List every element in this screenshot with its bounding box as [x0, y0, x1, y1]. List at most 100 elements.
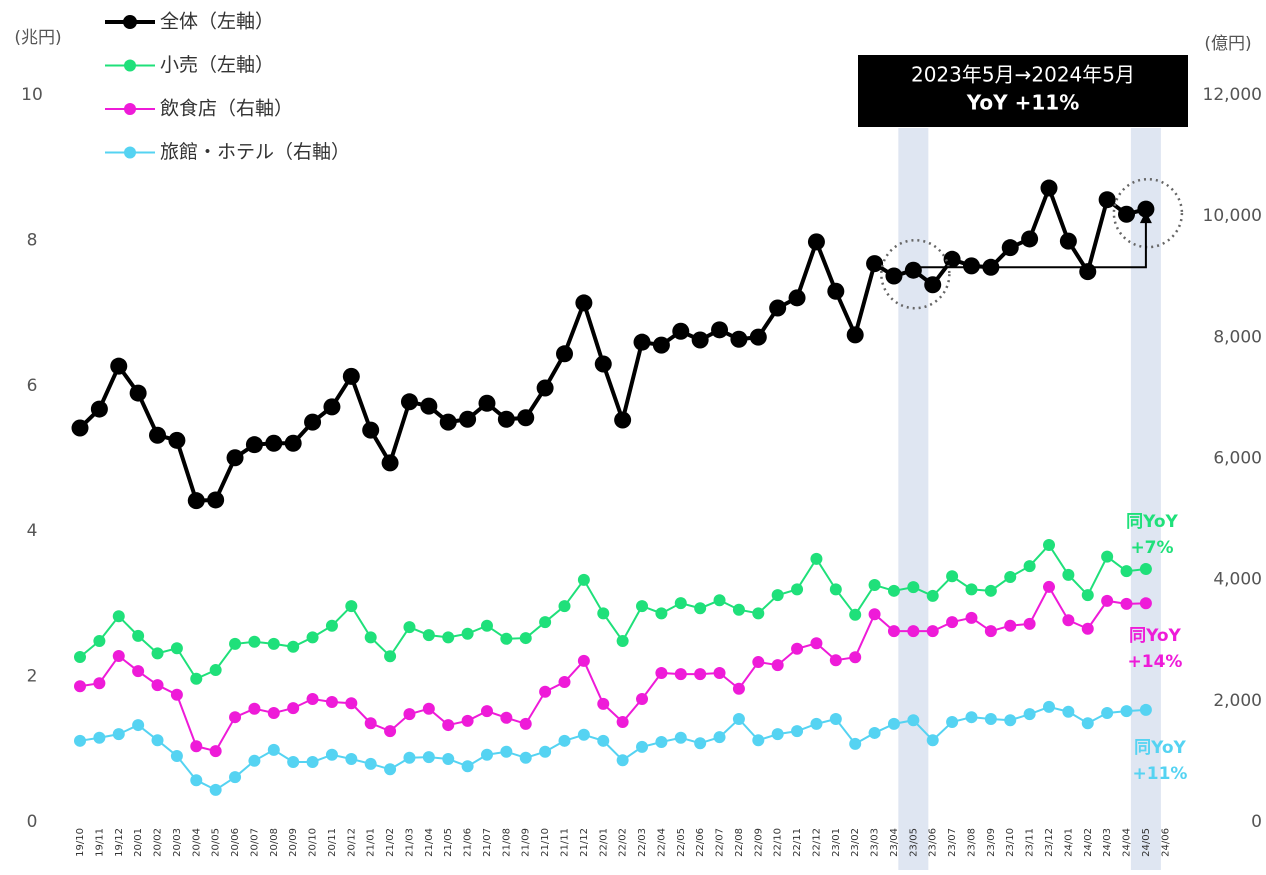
- y-unit: (兆円): [14, 28, 61, 48]
- data-point: [691, 331, 709, 349]
- data-point: [129, 384, 147, 402]
- data-point: [885, 267, 903, 285]
- callout-circle: [1112, 177, 1184, 249]
- data-point: [422, 751, 435, 764]
- annotation: +11%: [1133, 764, 1188, 784]
- x-tick-label: 20/11: [327, 828, 338, 857]
- data-point: [267, 706, 280, 719]
- x-tick-label: 21/10: [540, 828, 551, 857]
- data-point: [325, 696, 338, 709]
- data-point: [71, 419, 89, 437]
- data-point: [636, 740, 649, 753]
- data-point: [480, 748, 493, 761]
- data-point: [323, 398, 341, 416]
- data-point: [887, 584, 900, 597]
- data-point: [500, 711, 513, 724]
- data-point: [1021, 230, 1039, 248]
- annotation: +7%: [1130, 538, 1173, 558]
- x-tick-label: 20/03: [172, 828, 183, 857]
- x-tick-label: 23/04: [889, 828, 900, 857]
- data-point: [539, 745, 552, 758]
- data-point: [229, 637, 242, 650]
- data-point: [364, 717, 377, 730]
- data-point: [1004, 571, 1017, 584]
- data-point: [1062, 705, 1075, 718]
- legend-marker: [123, 15, 137, 29]
- data-point: [364, 757, 377, 770]
- x-tick-label: 20/09: [288, 828, 299, 857]
- data-point: [287, 640, 300, 653]
- x-tick-label: 23/09: [986, 828, 997, 857]
- data-point: [439, 413, 457, 431]
- data-point: [400, 393, 418, 411]
- data-point: [1043, 539, 1055, 552]
- data-point: [110, 357, 128, 375]
- data-point: [112, 728, 125, 741]
- data-point: [943, 250, 961, 268]
- y-tick-label: 8: [27, 230, 38, 250]
- y2-tick-label: 12,000: [1203, 85, 1262, 105]
- data-point: [112, 650, 125, 663]
- data-point: [636, 693, 649, 706]
- data-point: [112, 610, 125, 623]
- x-tick-label: 19/12: [114, 828, 125, 857]
- x-tick-label: 22/04: [656, 828, 667, 857]
- data-point: [168, 431, 186, 449]
- data-point: [420, 397, 438, 415]
- data-point: [616, 754, 629, 767]
- data-point: [461, 760, 474, 773]
- x-tick-label: 21/12: [579, 828, 590, 857]
- data-point: [1101, 550, 1114, 563]
- data-point: [597, 734, 610, 747]
- data-point: [74, 650, 86, 663]
- x-tick-label: 22/12: [811, 828, 822, 857]
- data-point: [248, 635, 261, 648]
- data-point: [713, 666, 726, 679]
- data-point: [791, 583, 804, 596]
- data-point: [1118, 205, 1136, 223]
- data-point: [500, 632, 513, 645]
- data-point: [190, 740, 203, 753]
- data-point: [1023, 617, 1036, 630]
- data-point: [422, 629, 435, 642]
- data-point: [306, 631, 319, 644]
- annotation: 同YoY: [1126, 512, 1178, 532]
- data-point: [965, 611, 978, 624]
- data-point: [442, 752, 455, 765]
- data-point: [846, 326, 864, 344]
- data-point: [364, 631, 377, 644]
- x-tick-label: 23/12: [1044, 828, 1055, 857]
- data-point: [829, 654, 842, 667]
- y-tick-label: 4: [27, 521, 38, 541]
- data-point: [614, 411, 632, 429]
- x-tick-label: 22/10: [773, 828, 784, 857]
- data-point: [769, 299, 787, 317]
- callout-arrowhead: [1139, 211, 1152, 224]
- data-point: [984, 584, 997, 597]
- data-point: [655, 736, 668, 749]
- data-point: [132, 665, 145, 678]
- legend-label: 飲食店（右軸）: [160, 98, 293, 120]
- data-point: [674, 731, 687, 744]
- data-point: [74, 680, 86, 693]
- data-point: [422, 702, 435, 715]
- data-point: [1023, 560, 1036, 573]
- data-point: [519, 751, 532, 764]
- data-point: [674, 668, 687, 681]
- x-tick-label: 23/06: [928, 828, 939, 857]
- x-tick-label: 20/05: [211, 828, 222, 857]
- x-tick-label: 22/06: [695, 828, 706, 857]
- data-point: [827, 282, 845, 300]
- series-line: [79, 543, 1147, 681]
- data-point: [187, 492, 205, 510]
- data-point: [384, 763, 397, 776]
- data-point: [946, 716, 959, 729]
- data-point: [849, 608, 862, 621]
- x-tick-label: 22/02: [618, 828, 629, 857]
- data-point: [1101, 594, 1114, 607]
- data-point: [694, 668, 707, 681]
- highlight-band: [898, 128, 929, 870]
- data-point: [1004, 619, 1017, 632]
- x-tick-label: 23/02: [850, 828, 861, 857]
- data-point: [730, 330, 748, 348]
